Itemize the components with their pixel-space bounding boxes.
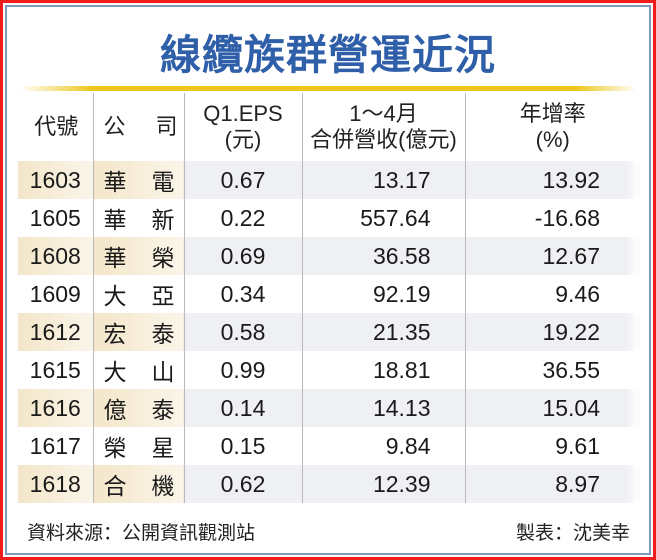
author-note: 製表：沈美幸 (515, 523, 630, 544)
cell-yoy: 9.46 (464, 275, 640, 313)
company-char1: 榮 (103, 435, 127, 461)
company-char2: 泰 (151, 321, 175, 347)
cell-code: 1616 (18, 389, 93, 427)
company-char1: 大 (103, 359, 127, 385)
company-char2: 機 (151, 473, 175, 499)
cell-eps: 0.99 (183, 351, 302, 389)
cell-code: 1609 (29, 280, 81, 307)
cell-code: 1615 (29, 356, 81, 383)
source-note: 資料來源：公開資訊觀測站 (27, 523, 256, 544)
cell-revenue: 36.58 (301, 237, 465, 275)
table-row: 1609 大亞 0.34 92.19 9.46 (18, 275, 640, 313)
cell-yoy: 19.22 (464, 313, 640, 351)
header-company-char2: 司 (155, 114, 178, 139)
cell-revenue: 13.17 (301, 161, 465, 199)
header-company: 公司 (92, 93, 184, 161)
cell-code: 1603 (18, 161, 93, 199)
cell-company: 大山 (92, 351, 184, 389)
cell-company: 大亞 (92, 275, 184, 313)
cell-eps: 0.22 (183, 199, 302, 237)
company-char2: 新 (151, 207, 175, 233)
cell-yoy: 15.04 (464, 389, 640, 427)
cell-revenue: 12.39 (301, 465, 465, 503)
cell-code: 1617 (29, 432, 81, 459)
cell-eps: 0.58 (183, 313, 302, 351)
table-header-row: 代號 公司 Q1.EPS (元) 1～4月 合併營收(億元) 年增率 (%) (18, 93, 640, 161)
header-company-char1: 公 (103, 114, 126, 139)
table-row: 1603 華電 0.67 13.17 13.92 (18, 161, 640, 199)
cell-eps: 0.69 (183, 237, 302, 275)
cell-yoy: 36.55 (464, 351, 640, 389)
cell-revenue: 14.13 (301, 389, 465, 427)
company-char1: 合 (103, 473, 127, 499)
cell-code: 1605 (29, 204, 81, 231)
company-char1: 宏 (103, 321, 127, 347)
cell-company: 華電 (92, 161, 184, 199)
company-char1: 大 (103, 283, 127, 309)
cell-eps: 0.14 (183, 389, 302, 427)
company-char1: 華 (103, 245, 127, 271)
table-row: 1605 華新 0.22 557.64 -16.68 (18, 199, 640, 237)
cell-eps: 0.15 (183, 427, 302, 465)
header-eps: Q1.EPS (元) (183, 93, 302, 161)
cell-revenue: 21.35 (301, 313, 465, 351)
cell-eps: 0.34 (183, 275, 302, 313)
header-code: 代號 (18, 93, 93, 161)
cell-company: 華榮 (92, 237, 184, 275)
cell-code: 1612 (18, 313, 93, 351)
cell-company: 宏泰 (92, 313, 184, 351)
company-char1: 億 (103, 397, 127, 423)
cell-revenue: 92.19 (301, 275, 465, 313)
header-revenue: 1～4月 合併營收(億元) (301, 93, 465, 161)
company-char2: 泰 (151, 397, 175, 423)
table-row: 1617 榮星 0.15 9.84 9.61 (18, 427, 640, 465)
company-char2: 榮 (151, 245, 175, 271)
cell-yoy: 9.61 (464, 427, 640, 465)
header-revenue-line1: 1～4月 (349, 101, 418, 126)
header-yoy-line1: 年增率 (519, 101, 586, 126)
header-yoy-line2: (%) (535, 127, 570, 152)
cell-yoy: -16.68 (464, 199, 640, 237)
title-divider-bar (19, 86, 637, 91)
header-code-label: 代號 (34, 114, 79, 139)
company-char2: 電 (151, 169, 175, 195)
company-char2: 亞 (151, 283, 175, 309)
header-yoy: 年增率 (%) (464, 93, 640, 161)
table-row: 1615 大山 0.99 18.81 36.55 (18, 351, 640, 389)
cell-revenue: 557.64 (301, 199, 465, 237)
company-char2: 山 (151, 359, 175, 385)
cell-eps: 0.67 (183, 161, 302, 199)
cell-company: 華新 (92, 199, 184, 237)
cell-yoy: 12.67 (464, 237, 640, 275)
inner-frame: 線纜族群營運近況 代號 公司 Q1.EPS (元) 1～4月 合併營收(億元) 年增… (5, 5, 651, 555)
cell-revenue: 9.84 (301, 427, 465, 465)
header-eps-line1: Q1.EPS (203, 101, 283, 126)
company-char1: 華 (103, 169, 127, 195)
cell-company: 榮星 (92, 427, 184, 465)
cell-eps: 0.62 (183, 465, 302, 503)
header-eps-line2: (元) (224, 127, 262, 152)
table-row: 1608 華榮 0.69 36.58 12.67 (18, 237, 640, 275)
cell-yoy: 13.92 (464, 161, 640, 199)
table-row: 1616 億泰 0.14 14.13 15.04 (18, 389, 640, 427)
company-char1: 華 (103, 207, 127, 233)
header-revenue-line2: 合併營收(億元) (310, 127, 457, 152)
company-char2: 星 (151, 435, 175, 461)
cell-yoy: 8.97 (464, 465, 640, 503)
cell-company: 億泰 (92, 389, 184, 427)
cell-code: 1618 (18, 465, 93, 503)
table-row: 1618 合機 0.62 12.39 8.97 (18, 465, 640, 503)
cell-company: 合機 (92, 465, 184, 503)
cable-sector-table: 代號 公司 Q1.EPS (元) 1～4月 合併營收(億元) 年增率 (%) 1603… (18, 93, 640, 503)
page-title: 線纜族群營運近況 (160, 31, 496, 79)
cell-code: 1608 (18, 237, 93, 275)
cell-revenue: 18.81 (301, 351, 465, 389)
table-row: 1612 宏泰 0.58 21.35 19.22 (18, 313, 640, 351)
